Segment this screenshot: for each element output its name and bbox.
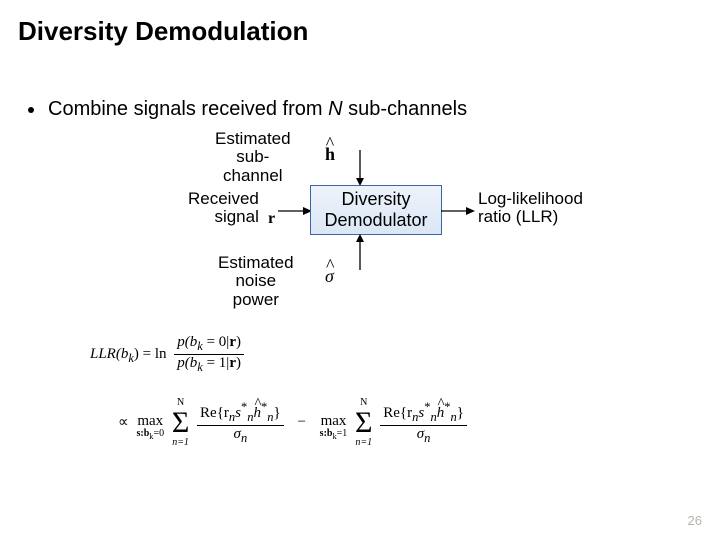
- bullet-prefix: Combine signals received from: [48, 98, 328, 120]
- diagram: Estimated sub- channel h Received signal…: [150, 130, 630, 320]
- f1d-c: ): [236, 355, 241, 371]
- f2-ic1: h: [437, 405, 445, 422]
- label-estimated-noise-power: Estimated noise power: [218, 254, 294, 309]
- arrow-bottom: [345, 234, 375, 270]
- f2-max0: max: [136, 414, 164, 429]
- f2-minus: −: [297, 414, 305, 430]
- f1d-b: = 1|: [203, 355, 229, 371]
- arrow-top: [345, 150, 375, 186]
- f2-den0n: n: [241, 431, 247, 445]
- bullet-text: Combine signals received from N sub-chan…: [48, 98, 467, 121]
- f1n-b: = 0|: [203, 334, 229, 350]
- f2-max1: max: [320, 414, 348, 429]
- f2-sum0: Σ: [172, 408, 189, 438]
- arrow-left: [278, 204, 312, 218]
- box-line2: Demodulator: [324, 210, 427, 231]
- f1n-c: ): [236, 334, 241, 350]
- f1-lhs: LLR(b: [90, 346, 128, 362]
- f2-ia1: Re{r: [383, 405, 412, 421]
- symbol-r: r: [268, 210, 275, 228]
- bullet-N: N: [328, 98, 342, 120]
- formula-line2: ∝ max s:bk=0 N Σ n=1 Re{rns*nh*n} σn − m…: [118, 398, 471, 448]
- bullet-suffix: sub-channels: [343, 98, 468, 120]
- formula-line1: LLR(bk) = ln p(bk = 0|r) p(bk = 1|r): [90, 334, 244, 375]
- f2-sum1: Σ: [355, 408, 372, 438]
- label-received-signal: Received signal: [188, 190, 259, 227]
- box-line1: Diversity: [341, 189, 410, 210]
- bullet-dot-icon: [28, 107, 34, 113]
- f2-s1b: =1: [337, 428, 348, 439]
- f1n-r: r: [229, 334, 236, 350]
- h-hat-base: h: [325, 144, 335, 164]
- slide-title: Diversity Demodulation: [18, 16, 308, 47]
- f2-sumbot0: n=1: [172, 438, 189, 448]
- f2-prop: ∝: [118, 414, 129, 430]
- f2-den0: σ: [234, 426, 241, 442]
- f2-id0: }: [274, 405, 281, 421]
- symbol-h-hat: h: [325, 144, 335, 165]
- f2-id1: }: [457, 405, 464, 421]
- f2-sumbot1: n=1: [355, 438, 372, 448]
- f1d-r: r: [229, 355, 236, 371]
- bullet-item: Combine signals received from N sub-chan…: [28, 98, 467, 121]
- f2-s1a: s:b: [320, 428, 333, 439]
- arrow-right: [441, 204, 475, 218]
- page-number: 26: [688, 513, 702, 528]
- f2-den1n: n: [424, 431, 430, 445]
- f2-s0b: =0: [153, 428, 164, 439]
- sigma-hat-base: σ: [325, 266, 334, 286]
- f2-ic0: h: [254, 405, 262, 422]
- f2-s0a: s:b: [136, 428, 149, 439]
- f2-ia0: Re{r: [200, 405, 229, 421]
- f1d-a: p(b: [177, 355, 197, 371]
- label-estimated-subchannel: Estimated sub- channel: [215, 130, 291, 185]
- slide: Diversity Demodulation Combine signals r…: [0, 0, 720, 540]
- label-llr: Log-likelihood ratio (LLR): [478, 190, 583, 227]
- demodulator-box: Diversity Demodulator: [310, 185, 442, 235]
- f1n-a: p(b: [177, 334, 197, 350]
- symbol-sigma-hat: σ: [325, 266, 334, 287]
- f1-eq: ) = ln: [134, 346, 167, 362]
